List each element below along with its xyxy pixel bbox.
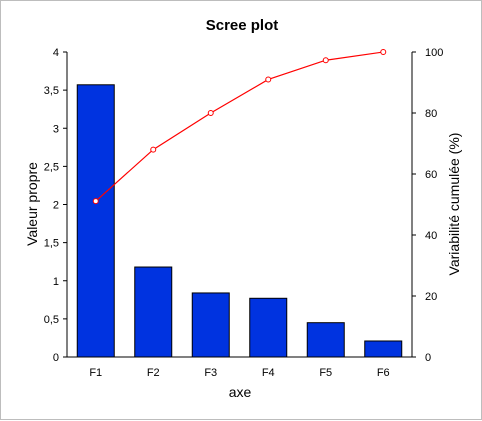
y-tick-label: 1,5 xyxy=(44,238,59,250)
y-axis-title: Valeur propre xyxy=(24,162,40,246)
y-tick-label: 3,5 xyxy=(44,85,59,97)
y-tick-label: 1 xyxy=(53,276,59,288)
x-tick-label: F4 xyxy=(262,367,275,379)
line-point xyxy=(207,110,214,116)
y-tick-label: 0,5 xyxy=(44,314,59,326)
line-point xyxy=(322,57,329,64)
x-axis-title: axe xyxy=(229,384,252,400)
axes xyxy=(63,51,416,358)
y-tick-label: 3 xyxy=(53,123,59,135)
bar xyxy=(249,297,288,358)
bar xyxy=(191,292,230,358)
line-point xyxy=(265,76,272,83)
line-series xyxy=(92,49,387,205)
x-tick-label: F3 xyxy=(204,367,217,379)
bar-series xyxy=(76,84,403,358)
x-tick-label: F1 xyxy=(89,367,102,379)
y-tick-label: 0 xyxy=(53,352,59,364)
y-tick-label: 2,5 xyxy=(44,161,59,173)
cumulative-line xyxy=(95,51,384,202)
y-tick-label: 2 xyxy=(53,200,59,212)
y2-tick-label: 80 xyxy=(425,108,437,120)
chart-title: Scree plot xyxy=(206,17,279,34)
bar xyxy=(364,340,403,358)
y2-tick-label: 40 xyxy=(425,230,437,242)
bar xyxy=(76,84,115,358)
line-point xyxy=(380,49,387,55)
line-point xyxy=(150,146,157,153)
x-tick-label: F5 xyxy=(319,367,332,379)
line-point xyxy=(92,198,99,205)
y2-tick-label: 100 xyxy=(425,47,443,59)
bar xyxy=(134,266,173,358)
x-tick-label: F2 xyxy=(147,367,160,379)
y2-axis-title: Variabilité cumulée (%) xyxy=(446,133,462,276)
bar xyxy=(306,322,345,358)
y2-tick-label: 20 xyxy=(425,291,437,303)
y2-tick-label: 0 xyxy=(425,352,431,364)
y-tick-label: 4 xyxy=(53,47,59,59)
y2-tick-label: 60 xyxy=(425,169,437,181)
x-tick-label: F6 xyxy=(377,367,390,379)
